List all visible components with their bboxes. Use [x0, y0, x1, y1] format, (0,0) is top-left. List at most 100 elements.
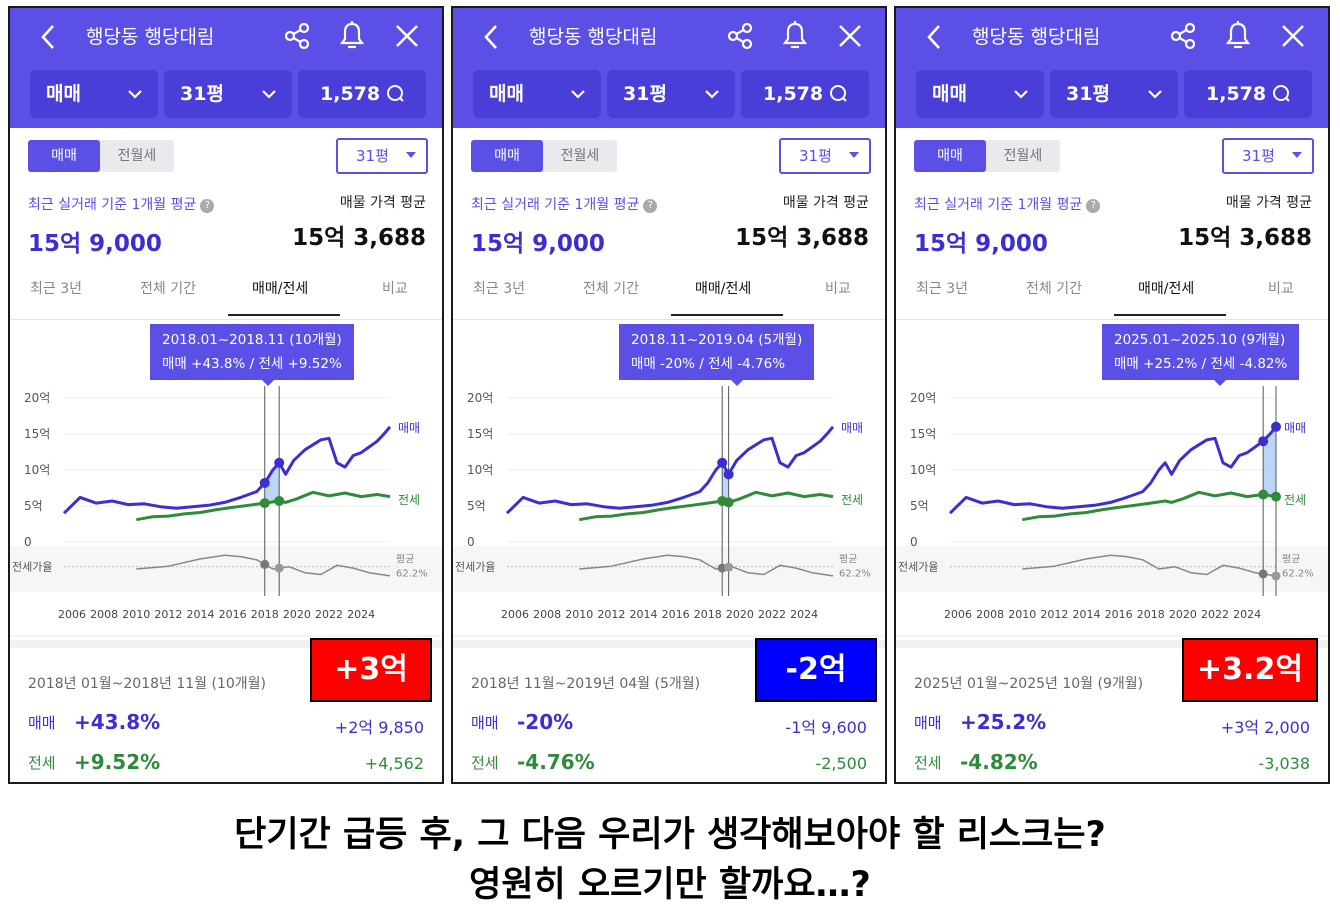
tab-compare[interactable]: 비교 [1268, 281, 1294, 297]
toggle-rent[interactable]: 전월세 [117, 148, 157, 164]
search-icon [830, 85, 847, 102]
size-select[interactable]: 31평 [336, 138, 428, 174]
share-icon[interactable] [725, 21, 755, 51]
jeonse-change-amount: -3,038 [1258, 754, 1310, 773]
close-icon[interactable] [835, 21, 865, 51]
bell-icon[interactable] [1222, 19, 1254, 51]
tab-sale-jeonse[interactable]: 매매/전세 [1138, 281, 1195, 297]
app-panel-1: 행당동 행당대림 매매 31평 1,578 [8, 6, 444, 784]
share-icon[interactable] [1168, 21, 1198, 51]
listing-count-button[interactable]: 1,578 [741, 70, 869, 118]
size-dropdown[interactable]: 31평 [164, 70, 292, 118]
caption-line-1: 단기간 급등 후, 그 다음 우리가 생각해보아야 할 리스크는? [234, 815, 1106, 855]
caret-down-icon [406, 152, 416, 158]
help-icon[interactable]: ? [200, 199, 215, 213]
close-icon[interactable] [1278, 21, 1308, 51]
chevron-down-icon [1014, 90, 1028, 99]
listing-count-button[interactable]: 1,578 [1184, 70, 1312, 118]
jeonse-row-label: 전세 [914, 754, 942, 772]
jeonse-price-line [579, 490, 834, 522]
tab-all-period[interactable]: 전체 기간 [1026, 281, 1082, 297]
app-panel-3: 행당동 행당대림 매매 31평 1,578 [894, 6, 1330, 784]
listing-count-button[interactable]: 1,578 [298, 70, 426, 118]
tab-sale-jeonse[interactable]: 매매/전세 [695, 281, 752, 297]
back-arrow-icon[interactable] [477, 22, 507, 52]
sale-start-marker [717, 457, 728, 468]
x-tick-label: 2016 [219, 608, 247, 621]
share-icon[interactable] [282, 21, 312, 51]
toggle-sale[interactable]: 매매 [914, 140, 986, 172]
sale-row-label: 매매 [28, 714, 56, 732]
y-tick-label: 10억 [910, 463, 936, 477]
jeonse-start-marker [259, 498, 270, 509]
x-tick-label: 2006 [501, 608, 529, 621]
x-tick-label: 2014 [1073, 608, 1101, 621]
size-select-value: 31평 [356, 147, 389, 165]
y-tick-label: 0 [467, 535, 475, 549]
help-icon[interactable]: ? [643, 199, 658, 213]
deal-type-dropdown[interactable]: 매매 [30, 70, 158, 118]
x-tick-label: 2012 [597, 608, 625, 621]
tab-recent-3y[interactable]: 최근 3년 [916, 281, 968, 297]
tab-all-period[interactable]: 전체 기간 [140, 281, 196, 297]
avg-value: 62.2% [396, 569, 428, 580]
avg-value: 62.2% [839, 569, 871, 580]
bell-icon[interactable] [779, 19, 811, 51]
tab-divider [896, 319, 1328, 320]
x-tick-label: 2006 [58, 608, 86, 621]
sale-change-amount: -1억 9,600 [785, 718, 867, 737]
back-arrow-icon[interactable] [34, 22, 64, 52]
jeonse-ratio-line [1022, 554, 1277, 577]
search-icon [1273, 85, 1290, 102]
size-dropdown[interactable]: 31평 [607, 70, 735, 118]
tab-all-period[interactable]: 전체 기간 [583, 281, 639, 297]
deal-type-dropdown[interactable]: 매매 [916, 70, 1044, 118]
tab-compare[interactable]: 비교 [382, 281, 408, 297]
chevron-down-icon [262, 90, 276, 99]
jeonse-start-marker [1258, 489, 1269, 500]
recent-avg-value: 15억 9,000 [471, 231, 605, 257]
size-select[interactable]: 31평 [779, 138, 871, 174]
help-icon[interactable]: ? [1086, 199, 1101, 213]
x-tick-label: 2014 [187, 608, 215, 621]
tab-compare[interactable]: 비교 [825, 281, 851, 297]
size-dropdown[interactable]: 31평 [1050, 70, 1178, 118]
tab-recent-3y[interactable]: 최근 3년 [30, 281, 82, 297]
jeonse-end-marker [723, 497, 734, 508]
x-tick-label: 2022 [758, 608, 786, 621]
size-select[interactable]: 31평 [1222, 138, 1314, 174]
x-tick-label: 2020 [1169, 608, 1197, 621]
close-icon[interactable] [392, 21, 422, 51]
page-title: 행당동 행당대림 [86, 26, 215, 48]
back-arrow-icon[interactable] [920, 22, 950, 52]
toggle-sale[interactable]: 매매 [28, 140, 100, 172]
tab-recent-3y[interactable]: 최근 3년 [473, 281, 525, 297]
x-tick-label: 2024 [790, 608, 818, 621]
toggle-rent[interactable]: 전월세 [1003, 148, 1043, 164]
recent-avg-label-text: 최근 실거래 기준 1개월 평균 [471, 197, 640, 213]
chevron-down-icon [571, 90, 585, 99]
tooltip-period: 2018.01~2018.11 (10개월) [162, 332, 342, 348]
sale-change-amount: +3억 2,000 [1220, 718, 1310, 737]
x-tick-label: 2018 [694, 608, 722, 621]
bell-icon[interactable] [336, 19, 368, 51]
jeonse-series-label: 전세 [398, 493, 420, 507]
listing-avg-label: 매물 가격 평균 [782, 195, 869, 211]
x-tick-label: 2008 [90, 608, 118, 621]
y-tick-label: 10억 [467, 463, 493, 477]
jeonse-row-label: 전세 [28, 754, 56, 772]
tab-sale-jeonse[interactable]: 매매/전세 [252, 281, 309, 297]
toggle-rent[interactable]: 전월세 [560, 148, 600, 164]
size-label: 31평 [180, 83, 224, 105]
ratio-start-marker [260, 559, 270, 569]
deal-type-dropdown[interactable]: 매매 [473, 70, 601, 118]
x-tick-label: 2014 [630, 608, 658, 621]
x-tick-label: 2024 [1233, 608, 1261, 621]
jeonse-row-label: 전세 [471, 754, 499, 772]
toggle-sale[interactable]: 매매 [471, 140, 543, 172]
deal-type-label: 매매 [46, 83, 81, 105]
listing-avg-label: 매물 가격 평균 [1225, 195, 1312, 211]
